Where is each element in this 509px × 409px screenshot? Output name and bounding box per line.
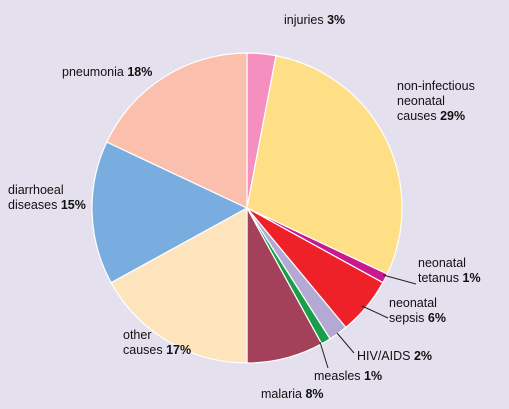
pct-other: 17%	[163, 343, 192, 357]
label-non-infectious: non-infectious neonatal causes 29%	[397, 79, 475, 123]
slice-pneumonia	[105, 52, 248, 209]
leader-line-neonatal-tetanus	[382, 274, 417, 285]
label-malaria: malaria 8%	[261, 387, 324, 401]
slice-other	[110, 206, 248, 364]
label-injuries: injuries 3%	[284, 13, 345, 27]
slice-non-infectious	[246, 55, 403, 275]
pct-hiv-aids: 2%	[411, 349, 433, 363]
pct-neonatal-sepsis: 6%	[424, 311, 446, 325]
label-hiv-aids: HIV/AIDS 2%	[357, 349, 432, 363]
label-pneumonia: pneumonia 18%	[62, 65, 152, 79]
label-measles: measles 1%	[314, 369, 382, 383]
pct-pneumonia: 18%	[124, 65, 153, 79]
label-diarrhoeal: diarrhoeal diseases 15%	[8, 183, 86, 212]
label-neonatal-sepsis: neonatal sepsis 6%	[389, 296, 446, 325]
pct-neonatal-tetanus: 1%	[459, 271, 481, 285]
pct-measles: 1%	[361, 369, 383, 383]
pct-injuries: 3%	[324, 13, 346, 27]
leader-line-measles	[319, 341, 329, 369]
leader-line-hiv-aids	[336, 332, 355, 354]
slice-diarrhoeal	[91, 141, 249, 284]
label-other: other causes 17%	[123, 328, 191, 357]
leader-line-neonatal-sepsis	[361, 305, 389, 319]
pct-non-infectious: 29%	[437, 109, 466, 123]
pct-diarrhoeal: 15%	[57, 198, 86, 212]
pct-malaria: 8%	[302, 387, 324, 401]
label-neonatal-tetanus: neonatal tetanus 1%	[418, 256, 481, 285]
